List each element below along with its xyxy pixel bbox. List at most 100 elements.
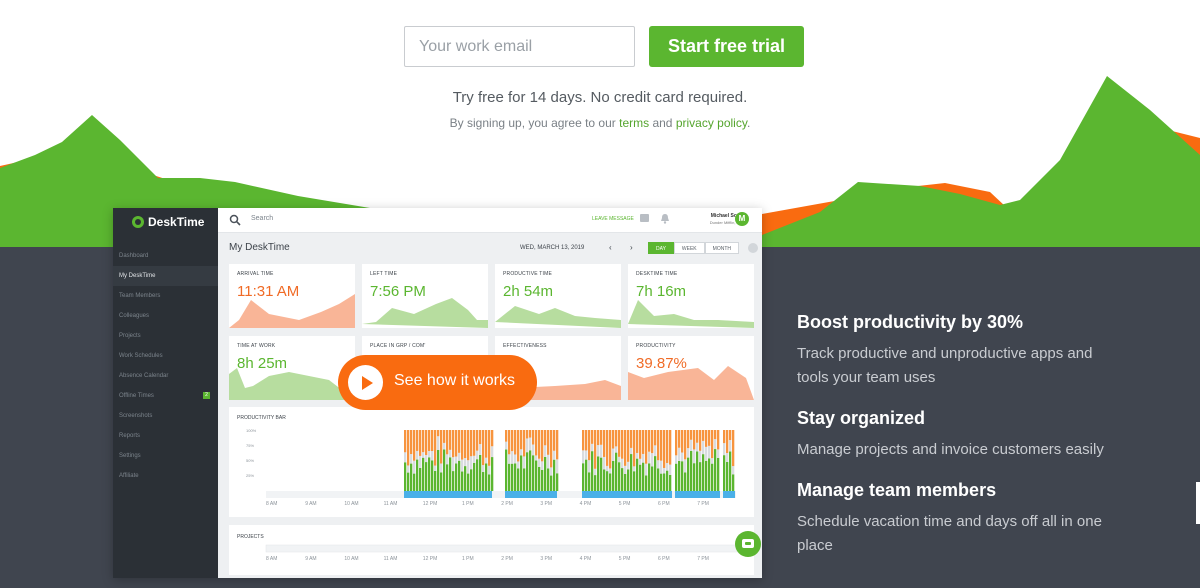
next-day-button[interactable]: › [630,243,633,252]
sidebar-menu: Dashboard My DeskTime Team Members Colleagu… [113,246,218,486]
sidebar-item-absence-calendar[interactable]: Absence Calendar [113,366,218,386]
chart-bar [449,430,452,450]
chart-bar [597,456,600,491]
chart-bar [404,430,407,453]
chart-bar [550,467,553,476]
chat-button[interactable] [735,531,761,557]
message-icon[interactable] [640,214,649,222]
chart-bar [627,469,630,491]
chart-bar [645,463,648,476]
date-picker[interactable]: WED, MARCH 13, 2019 [520,245,585,251]
prev-day-button[interactable]: ‹ [609,243,612,252]
chart-bar [404,462,407,491]
chart-bar [508,454,511,464]
sidebar-item-affiliate[interactable]: Affiliate [113,466,218,486]
sidebar-item-settings[interactable]: Settings [113,446,218,466]
chart-bar [505,441,508,450]
start-free-trial-button[interactable]: Start free trial [649,26,804,67]
chart-bar [696,451,699,491]
projects-card: PROJECTS 8 AM 9 AM 10 AM 11 AM 12 PM 1 PM 2 PM… [229,525,754,575]
chart-bar [431,430,434,452]
chart-bar [431,460,434,491]
sidebar-item-screenshots[interactable]: Screenshots [113,406,218,426]
avatar[interactable]: M [735,212,749,226]
chart-bar [600,457,603,491]
y-tick: 25% [246,473,255,478]
productivity-bar-card: PRODUCTIVITY BAR 100% 75% 50% 25% 8 AM 9 … [229,407,754,517]
user-company: Dunder Mifflin, Inc. [709,220,743,225]
sparkline [628,300,754,328]
sidebar-item-label: Dashboard [119,253,149,259]
chart-bar [452,430,455,458]
chart-bar [621,468,624,491]
chart-bar [633,471,636,491]
see-how-it-works-button[interactable]: See how it works [338,355,537,410]
sidebar-item-my-desktime[interactable]: My DeskTime [113,266,218,286]
sidebar-item-team-members[interactable]: Team Members [113,286,218,306]
chart-bar [726,461,729,491]
chart-bar [603,456,606,470]
chart-bar [413,430,416,461]
chart-bar [729,451,732,491]
x-tick: 8 AM [266,501,278,507]
tab-day[interactable]: DAY [648,242,674,254]
sidebar-item-reports[interactable]: Reports [113,426,218,446]
chart-bar [425,430,428,456]
chart-bar [624,430,627,466]
chart-bar [473,455,476,463]
projects-title: PROJECTS [237,534,264,540]
chart-bar [416,450,419,460]
chart-bar [464,466,467,491]
chart-bar [446,430,449,455]
chart-bar [517,468,520,491]
chart-bar [657,430,660,461]
chart-bar [654,456,657,491]
bell-icon[interactable] [660,213,670,224]
chart-bar [434,470,437,491]
x-tick: 2 PM [501,501,513,507]
chart-bar [675,455,678,464]
sidebar-item-dashboard[interactable]: Dashboard [113,246,218,266]
chart-bar [526,452,529,491]
tab-week[interactable]: WEEK [673,242,705,254]
sidebar-item-work-schedules[interactable]: Work Schedules [113,346,218,366]
chart-bar [612,430,615,449]
chart-bar [663,430,666,468]
settings-icon[interactable] [748,243,758,253]
chart-bar [431,451,434,461]
stat-card-label: TIME AT WORK [237,343,276,349]
sidebar-item-colleagues[interactable]: Colleagues [113,306,218,326]
chart-bar [482,465,485,473]
chart-bar [612,461,615,491]
sidebar-item-projects[interactable]: Projects [113,326,218,346]
chart-bar [699,430,702,451]
chart-bar [636,430,639,453]
terms-link[interactable]: terms [619,116,650,130]
page-title: My DeskTime [229,242,290,253]
chart-bar [446,464,449,491]
chart-bar [550,475,553,491]
chart-bar [416,459,419,491]
chart-bar [642,430,645,454]
stat-card-label: PLACE IN GRP / COM' [370,343,426,349]
stat-card-label: EFFECTIVENESS [503,343,547,349]
chart-bar [636,458,639,491]
feature-text: Manage projects and invoice customers ea… [797,441,1104,458]
chart-bar [606,471,609,491]
leave-message-link[interactable]: LEAVE MESSAGE [592,216,634,222]
chart-bar [732,466,735,475]
chart-bar [648,451,651,464]
search-icon[interactable] [229,214,241,226]
app-search-placeholder[interactable]: Search [251,215,274,222]
chart-bar [476,459,479,491]
work-email-input[interactable] [404,26,635,67]
tab-month[interactable]: MONTH [704,242,739,254]
chart-bar [479,454,482,491]
chart-bar [618,430,621,457]
sidebar-item-offline-times[interactable]: Offline Times 2 [113,386,218,406]
chart-bar [726,430,729,454]
chart-bar [547,468,550,491]
privacy-policy-link[interactable]: privacy policy [675,116,747,130]
x-tick: 3 PM [540,501,553,507]
chart-bar [717,457,720,491]
